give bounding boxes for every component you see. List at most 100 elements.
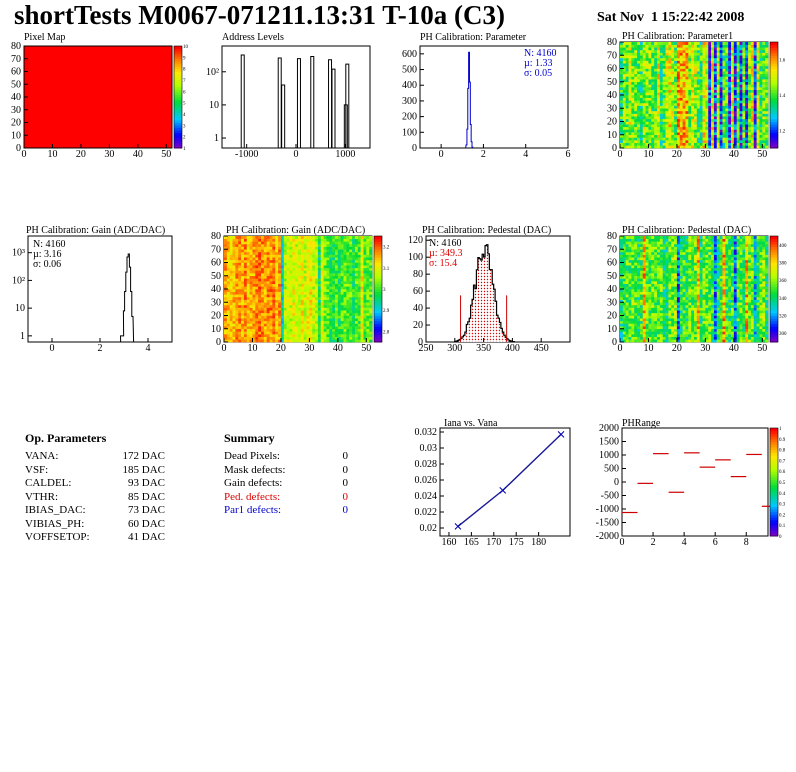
heatmap-cell [725,44,729,48]
heatmap-cell [337,262,341,266]
heatmap-cell [733,55,737,59]
heatmap-cell [676,116,681,120]
heatmap-cell [645,299,649,303]
heatmap-cell [657,121,661,125]
heatmap-cell [739,68,743,72]
heatmap-cell [622,331,626,335]
heatmap-cell [648,289,652,292]
heatmap-cell [637,339,641,343]
heatmap-cell [671,57,675,61]
heatmap-cell [642,299,646,303]
heatmap-cell [283,299,287,303]
heatmap-cell [354,275,359,279]
heatmap-cell [346,331,350,335]
heatmap-cell [280,336,285,340]
heatmap-cell [269,275,273,279]
heatmap-cell [346,310,350,314]
heatmap-cell [637,126,641,130]
heatmap-cell [639,81,644,85]
heatmap-cell [369,315,373,319]
heatmap-cell [306,243,310,247]
heatmap-cell [335,334,339,337]
heatmap-cell [659,92,663,96]
heatmap-cell [625,249,629,253]
heatmap-cell [765,92,769,96]
heatmap-cell [642,134,646,138]
colorbar-cell [174,81,182,85]
heatmap-cell [739,108,743,112]
histogram-peak [328,59,333,148]
heatmap-cell [357,334,361,337]
heatmap-cell [326,328,330,332]
y-tick-label: 1 [20,331,25,342]
heatmap-cell [702,105,706,109]
heatmap-cell [238,243,242,247]
heatmap-cell [246,296,250,300]
heatmap-cell [750,113,755,117]
heatmap-cell [249,283,253,287]
heatmap-cell [628,286,632,290]
heatmap-cell [303,254,307,258]
heatmap-cell [659,140,663,143]
heatmap-cell [685,100,689,104]
heatmap-cell [295,262,299,266]
heatmap-cell [642,334,646,337]
heatmap-cell [645,126,649,130]
heatmap-cell [329,310,333,314]
heatmap-cell [696,124,700,128]
heatmap-cell [269,294,273,298]
heatmap-cell [645,76,649,80]
heatmap-cell [309,323,313,327]
heatmap-cell [745,137,749,141]
heatmap-cell [725,47,729,51]
x-tick-label: 0 [439,149,444,160]
heatmap-cell [320,278,324,282]
heatmap-cell [642,296,646,300]
heatmap-cell [637,108,641,112]
heatmap-cell [639,307,644,311]
heatmap-cell [263,339,267,343]
heatmap-cell [224,328,228,332]
colorbar-cell [174,84,182,88]
heatmap-cell [258,328,262,332]
heatmap-cell [620,315,624,319]
heatmap-cell [298,249,302,253]
y-tick-label: 0 [418,337,423,348]
heatmap-cell [266,302,270,306]
heatmap-cell [622,246,626,250]
heatmap-cell [756,145,760,149]
heatmap-cell [323,259,327,263]
heatmap-cell [645,286,649,290]
heatmap-cell [326,273,330,277]
heatmap-cell [625,326,629,330]
heatmap-cell [258,243,262,247]
heatmap-cell [315,275,319,279]
heatmap-cell [369,241,373,245]
heatmap-cell [642,89,646,93]
heatmap-cell [258,286,262,290]
heatmap-cell [702,63,706,67]
heatmap-cell [349,257,353,261]
heatmap-cell [753,47,757,51]
heatmap-cell [326,238,330,242]
heatmap-cell [742,73,746,77]
heatmap-cell [742,124,746,128]
heatmap-cell [366,310,370,314]
stat-label: µ: 1.33 [524,58,553,69]
colorbar-cell [174,119,182,123]
heatmap-cell [366,318,370,322]
heatmap-cell [668,42,672,45]
heatmap-cell [691,65,695,69]
colorbar-cell [770,124,778,128]
heatmap-cell [739,65,743,69]
heatmap-cell [739,105,743,109]
heatmap-cell [320,334,324,337]
heatmap-cell [728,71,732,75]
heatmap-cell [745,142,749,146]
heatmap-cell [317,238,322,242]
heatmap-cell [363,243,367,247]
heatmap-cell [679,63,683,67]
heatmap-cell [631,132,635,136]
heatmap-cell [620,47,624,51]
colorbar-cell [374,238,382,242]
